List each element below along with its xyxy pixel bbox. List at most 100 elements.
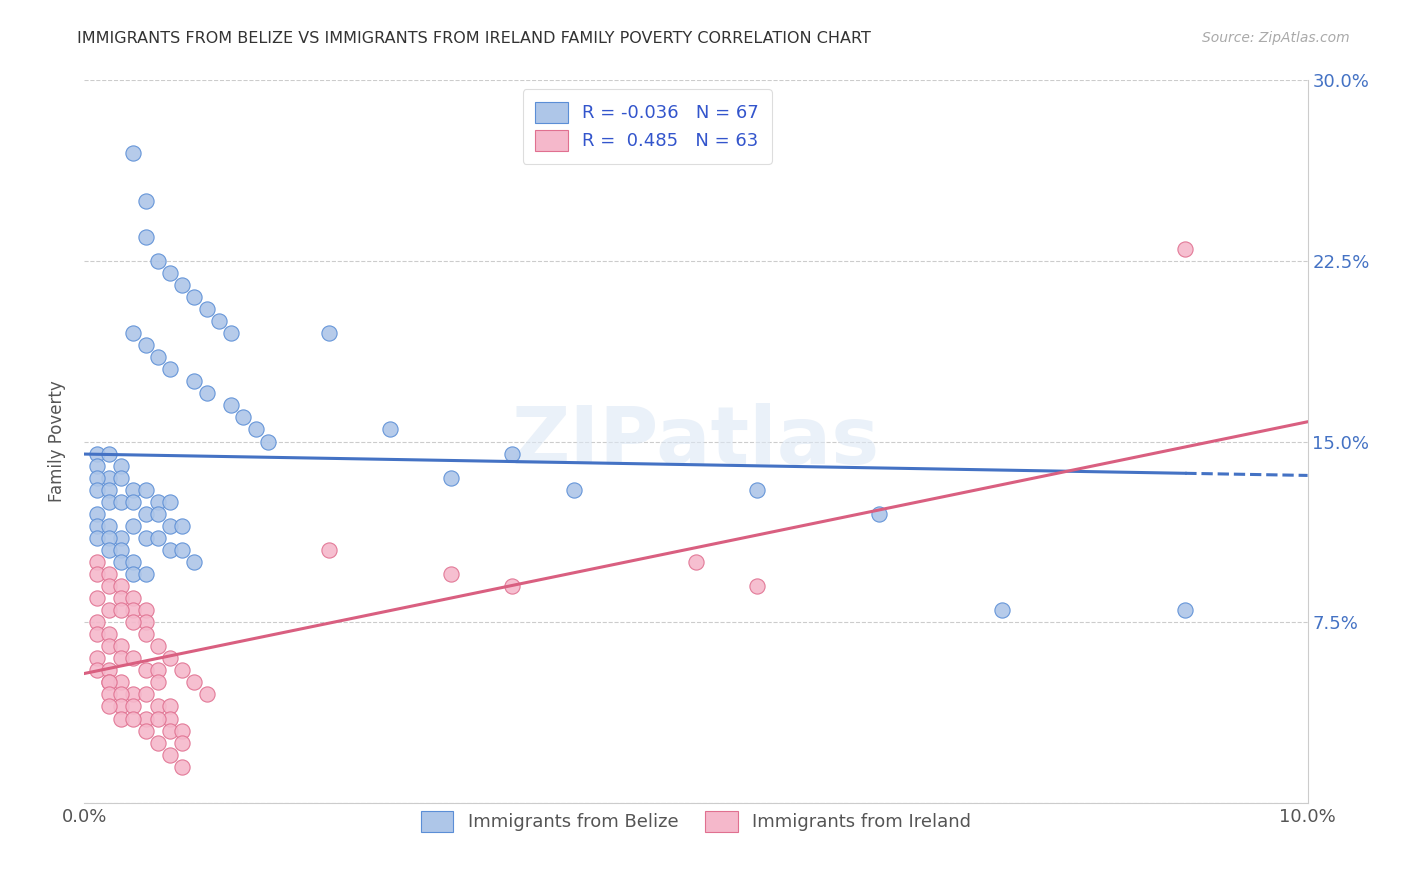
Point: [97, 639, 120, 653]
Point: [122, 567, 145, 582]
Point: [135, 712, 157, 726]
Point: [110, 579, 132, 593]
Point: [172, 735, 194, 749]
Point: [110, 603, 132, 617]
Point: [159, 747, 181, 762]
Point: [183, 374, 205, 388]
Point: [122, 145, 145, 160]
Point: [146, 699, 169, 714]
Point: [86, 458, 108, 473]
Point: [257, 434, 280, 449]
Point: [146, 494, 169, 508]
Point: [146, 253, 169, 268]
Point: [869, 507, 891, 521]
Point: [172, 664, 194, 678]
Point: [1174, 242, 1197, 256]
Point: [135, 603, 157, 617]
Point: [747, 579, 769, 593]
Point: [159, 651, 181, 665]
Point: [135, 687, 157, 701]
Point: [86, 470, 108, 484]
Point: [135, 483, 157, 497]
Point: [502, 446, 524, 460]
Point: [122, 518, 145, 533]
Point: [86, 446, 108, 460]
Point: [219, 326, 242, 340]
Text: Source: ZipAtlas.com: Source: ZipAtlas.com: [1202, 31, 1350, 45]
Point: [97, 567, 120, 582]
Point: [172, 542, 194, 557]
Point: [159, 266, 181, 280]
Point: [747, 483, 769, 497]
Point: [159, 699, 181, 714]
Point: [146, 350, 169, 364]
Point: [146, 507, 169, 521]
Point: [562, 483, 585, 497]
Point: [110, 639, 132, 653]
Point: [135, 194, 157, 208]
Point: [110, 542, 132, 557]
Point: [1174, 603, 1197, 617]
Point: [86, 567, 108, 582]
Point: [135, 627, 157, 641]
Point: [146, 675, 169, 690]
Point: [195, 301, 218, 317]
Point: [86, 518, 108, 533]
Point: [183, 555, 205, 569]
Point: [86, 615, 108, 630]
Point: [97, 675, 120, 690]
Point: [97, 699, 120, 714]
Point: [86, 507, 108, 521]
Point: [97, 494, 120, 508]
Point: [135, 664, 157, 678]
Point: [991, 603, 1014, 617]
Point: [122, 615, 145, 630]
Point: [97, 664, 120, 678]
Point: [159, 518, 181, 533]
Point: [685, 555, 707, 569]
Point: [97, 518, 120, 533]
Point: [245, 422, 267, 436]
Point: [122, 591, 145, 605]
Point: [172, 723, 194, 738]
Point: [380, 422, 402, 436]
Point: [172, 277, 194, 292]
Point: [110, 555, 132, 569]
Point: [97, 483, 120, 497]
Point: [110, 712, 132, 726]
Point: [232, 410, 254, 425]
Point: [86, 555, 108, 569]
Point: [159, 494, 181, 508]
Point: [502, 579, 524, 593]
Point: [146, 712, 169, 726]
Point: [219, 398, 242, 412]
Text: ZIPatlas: ZIPatlas: [512, 402, 880, 481]
Point: [195, 386, 218, 401]
Point: [122, 483, 145, 497]
Point: [159, 362, 181, 376]
Point: [122, 687, 145, 701]
Point: [122, 699, 145, 714]
Point: [97, 687, 120, 701]
Point: [135, 338, 157, 352]
Point: [195, 687, 218, 701]
Point: [135, 531, 157, 545]
Point: [135, 723, 157, 738]
Point: [86, 591, 108, 605]
Point: [318, 326, 340, 340]
Point: [318, 542, 340, 557]
Point: [97, 531, 120, 545]
Point: [97, 627, 120, 641]
Point: [110, 494, 132, 508]
Point: [146, 664, 169, 678]
Point: [97, 603, 120, 617]
Point: [97, 675, 120, 690]
Point: [172, 518, 194, 533]
Point: [110, 651, 132, 665]
Point: [135, 615, 157, 630]
Point: [86, 651, 108, 665]
Point: [86, 664, 108, 678]
Point: [183, 290, 205, 304]
Point: [86, 483, 108, 497]
Point: [122, 326, 145, 340]
